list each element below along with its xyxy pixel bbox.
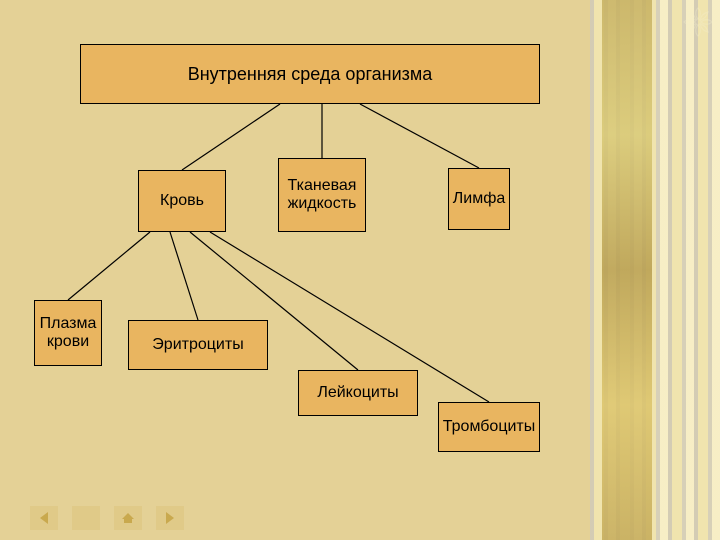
node-leuk: Лейкоциты xyxy=(298,370,418,416)
prev-slide-button[interactable] xyxy=(30,506,58,530)
node-label: Эритроциты xyxy=(152,336,243,354)
triangle-left-icon xyxy=(36,510,52,526)
slide-background-right xyxy=(590,0,720,540)
node-label: Лейкоциты xyxy=(317,384,398,402)
node-lymph: Лимфа xyxy=(448,168,510,230)
home-icon xyxy=(120,510,136,526)
node-thromb: Тромбоциты xyxy=(438,402,540,452)
next-slide-button[interactable] xyxy=(156,506,184,530)
node-tissue: Тканевая жидкость xyxy=(278,158,366,232)
node-plasma: Плазма крови xyxy=(34,300,102,366)
node-blood: Кровь xyxy=(138,170,226,232)
flower-icon xyxy=(680,4,716,40)
nav-placeholder-1[interactable] xyxy=(72,506,100,530)
triangle-right-icon xyxy=(162,510,178,526)
home-button[interactable] xyxy=(114,506,142,530)
node-label: Плазма крови xyxy=(40,315,97,352)
node-label: Тканевая жидкость xyxy=(285,177,359,214)
node-label: Внутренняя среда организма xyxy=(188,64,433,85)
node-label: Тромбоциты xyxy=(443,418,535,436)
node-root: Внутренняя среда организма xyxy=(80,44,540,104)
node-eryth: Эритроциты xyxy=(128,320,268,370)
node-label: Лимфа xyxy=(453,190,506,208)
node-label: Кровь xyxy=(160,192,204,210)
